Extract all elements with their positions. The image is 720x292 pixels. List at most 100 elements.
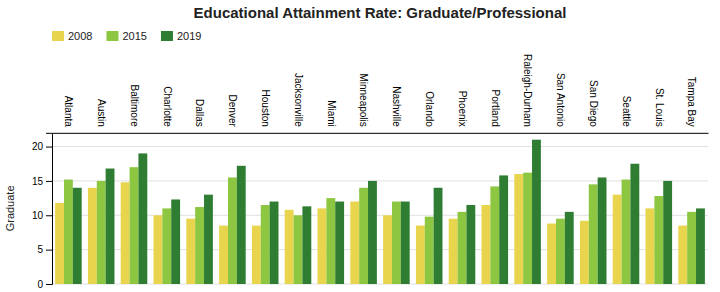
- bar: [252, 226, 261, 284]
- tick-mark: [46, 215, 52, 216]
- bar: [219, 226, 228, 284]
- tick: Denver: [227, 95, 238, 128]
- tick: 5: [37, 244, 52, 255]
- bar: [630, 164, 639, 284]
- tick: Atlanta: [63, 96, 74, 128]
- tick: Dallas: [194, 99, 205, 127]
- legend-swatch: [161, 31, 173, 41]
- bar-series: [55, 174, 687, 284]
- bar: [565, 212, 574, 284]
- axis-line: [46, 133, 53, 284]
- bar: [171, 199, 180, 284]
- bar: [88, 188, 97, 284]
- tick: 0: [37, 279, 52, 290]
- bar-series: [73, 140, 705, 284]
- bar: [270, 202, 279, 284]
- bar: [138, 153, 147, 284]
- bar: [228, 177, 237, 284]
- legend-swatch: [52, 31, 64, 41]
- bar: [186, 219, 195, 284]
- grid-line: [52, 146, 708, 147]
- tick-label: Phoenix: [457, 91, 468, 127]
- bar: [335, 202, 344, 284]
- tick-label: Jacksonville: [293, 73, 304, 127]
- tick-label: San Antonio: [555, 73, 566, 127]
- tick-label: San Diego: [588, 80, 599, 127]
- bar: [613, 195, 622, 284]
- bar: [482, 205, 491, 284]
- bar: [318, 208, 327, 284]
- bar: [622, 180, 631, 284]
- grid-line: [52, 249, 708, 250]
- bar: [162, 208, 171, 284]
- tick-label: Dallas: [194, 99, 205, 127]
- bar: [580, 221, 589, 284]
- grid-line: [52, 180, 708, 181]
- axis-title: Graduate: [4, 185, 16, 231]
- bar: [449, 219, 458, 284]
- tick: Raleigh-Durham: [522, 54, 533, 127]
- tick: 15: [32, 176, 52, 187]
- tick-label: Charlotte: [162, 86, 173, 127]
- tick-mark: [46, 147, 52, 148]
- bar: [383, 215, 392, 284]
- tick-label: Miami: [326, 100, 337, 127]
- bar: [687, 212, 696, 284]
- chart: Educational Attainment Rate: Graduate/Pr…: [0, 0, 720, 292]
- axis-line: [53, 133, 709, 134]
- bar: [130, 167, 139, 284]
- bar: [532, 140, 541, 284]
- bar: [663, 181, 672, 284]
- grid-line: [52, 215, 708, 216]
- bar: [237, 166, 246, 284]
- tick-label: 15: [32, 176, 44, 187]
- bar: [106, 169, 115, 284]
- legend-label: 2015: [122, 30, 146, 42]
- bar: [598, 177, 607, 284]
- bar: [523, 173, 532, 284]
- bar: [547, 224, 556, 284]
- tick-label: Raleigh-Durham: [522, 54, 533, 127]
- grid-line: [52, 284, 708, 285]
- bar: [73, 188, 82, 284]
- bar: [466, 205, 475, 284]
- tick-label: 0: [37, 279, 43, 290]
- tick-label: Nashville: [391, 86, 402, 127]
- bar: [368, 181, 377, 284]
- tick: Seattle: [621, 96, 632, 128]
- bar: [55, 203, 64, 284]
- tick-label: Baltimore: [129, 85, 140, 128]
- tick: Miami: [326, 100, 337, 127]
- legend-swatch: [106, 31, 118, 41]
- grid: [52, 147, 708, 284]
- bar: [154, 215, 163, 284]
- legend-item: 2008: [52, 30, 92, 42]
- tick: Phoenix: [457, 91, 468, 127]
- bar: [121, 182, 130, 284]
- tick: Austin: [96, 99, 107, 127]
- bar: [392, 202, 401, 284]
- bar: [589, 184, 598, 284]
- bar: [514, 174, 523, 284]
- bar: [646, 208, 655, 284]
- bar: [434, 188, 443, 284]
- legend-label: 2019: [177, 30, 201, 42]
- tick-label: Tampa Bay: [686, 77, 697, 127]
- legend-label: 2008: [68, 30, 92, 42]
- tick: Portland: [490, 90, 501, 127]
- bar: [204, 195, 213, 284]
- tick: Jacksonville: [293, 73, 304, 127]
- tick: Houston: [260, 90, 271, 127]
- tick: Orlando: [424, 91, 435, 127]
- tick: Charlotte: [162, 86, 173, 127]
- legend-item: 2015: [106, 30, 146, 42]
- bar: [678, 226, 687, 284]
- bar: [490, 186, 499, 284]
- tick: San Antonio: [555, 73, 566, 127]
- tick-label: Atlanta: [63, 96, 74, 128]
- bar: [556, 219, 565, 284]
- bar: [195, 207, 204, 284]
- bar: [359, 188, 368, 284]
- tick: St. Louis: [654, 88, 665, 127]
- bar: [696, 208, 705, 284]
